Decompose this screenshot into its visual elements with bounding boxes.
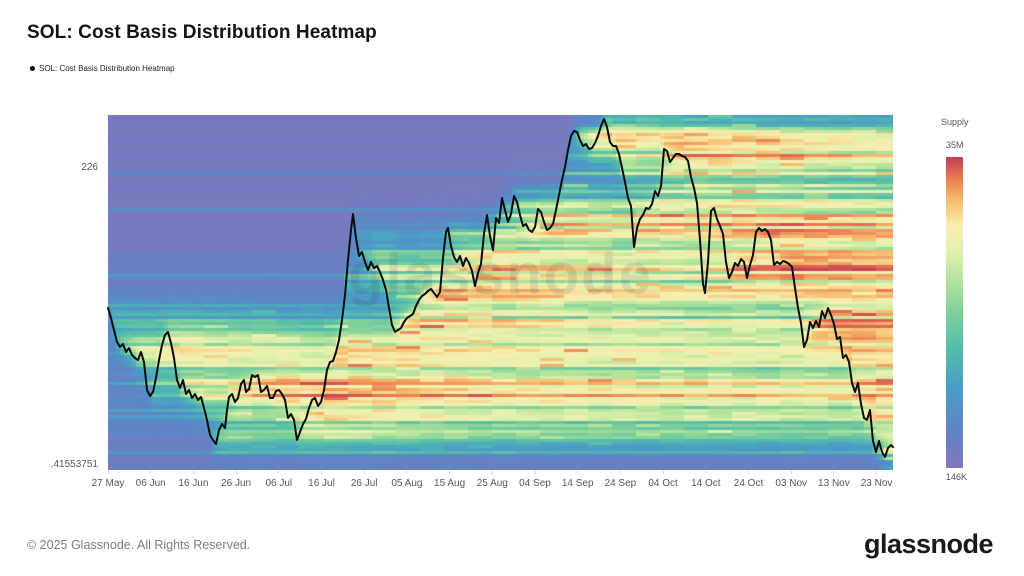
x-tick-label: 13 Nov <box>818 478 850 489</box>
x-tick-label: 16 Jun <box>178 478 209 489</box>
x-tick-label: 26 Jul <box>350 478 378 489</box>
x-tick-mark <box>876 471 878 474</box>
cost-basis-heatmap-canvas[interactable] <box>108 115 893 470</box>
x-tick-mark <box>192 471 194 474</box>
x-tick-label: 24 Oct <box>733 478 764 489</box>
heatmap-plot[interactable]: glassnode <box>107 115 894 470</box>
x-tick-mark <box>107 471 109 474</box>
x-tick-mark <box>406 471 408 474</box>
x-tick-label: 05 Aug <box>391 478 423 489</box>
colorbar-max-label: 35M <box>946 140 964 150</box>
colorbar-gradient <box>946 157 963 468</box>
x-tick-label: 14 Sep <box>561 478 594 489</box>
x-tick-label: 03 Nov <box>775 478 808 489</box>
x-tick-label: 04 Sep <box>519 478 551 489</box>
x-tick-mark <box>662 471 664 474</box>
x-tick-mark <box>150 471 152 474</box>
x-tick-label: 23 Nov <box>860 478 893 489</box>
x-tick-label: 16 Jul <box>308 478 335 489</box>
copyright-text: © 2025 Glassnode. All Rights Reserved. <box>27 538 251 552</box>
x-tick-label: 06 Jun <box>135 478 166 489</box>
x-tick-mark <box>321 471 322 474</box>
x-tick-label: 14 Oct <box>691 478 721 489</box>
x-tick-mark <box>278 471 280 474</box>
x-tick-mark <box>790 471 792 474</box>
legend-label: SOL: Cost Basis Distribution Heatmap <box>39 64 175 73</box>
y-axis-max-label: 226 <box>81 162 98 173</box>
x-tick-label: 26 Jun <box>221 478 252 489</box>
x-tick-label: 06 Jul <box>265 478 293 489</box>
x-tick-mark <box>235 471 237 474</box>
colorbar-title: Supply <box>941 117 969 127</box>
x-tick-mark <box>577 471 579 474</box>
glassnode-logo: glassnode <box>863 529 994 559</box>
x-tick-mark <box>705 471 707 474</box>
x-tick-mark <box>491 471 493 474</box>
x-tick-mark <box>449 471 451 474</box>
x-tick-label: 24 Sep <box>604 478 637 489</box>
page-title: SOL: Cost Basis Distribution Heatmap <box>27 22 377 43</box>
y-axis-min-label: .41553751 <box>50 459 98 470</box>
x-tick-mark <box>363 471 365 474</box>
x-tick-mark <box>619 471 621 474</box>
legend-dot-icon <box>30 66 35 71</box>
x-tick-mark <box>534 471 536 474</box>
x-tick-label: 25 Aug <box>476 478 508 489</box>
x-tick-mark <box>833 471 835 474</box>
x-tick-mark <box>748 471 749 474</box>
colorbar-min-label: 146K <box>946 472 968 482</box>
price-line <box>107 118 894 458</box>
x-tick-label: 04 Oct <box>648 478 678 489</box>
x-tick-label: 15 Aug <box>434 478 466 489</box>
x-tick-label: 27 May <box>91 478 125 489</box>
legend: SOL: Cost Basis Distribution Heatmap <box>30 64 175 73</box>
